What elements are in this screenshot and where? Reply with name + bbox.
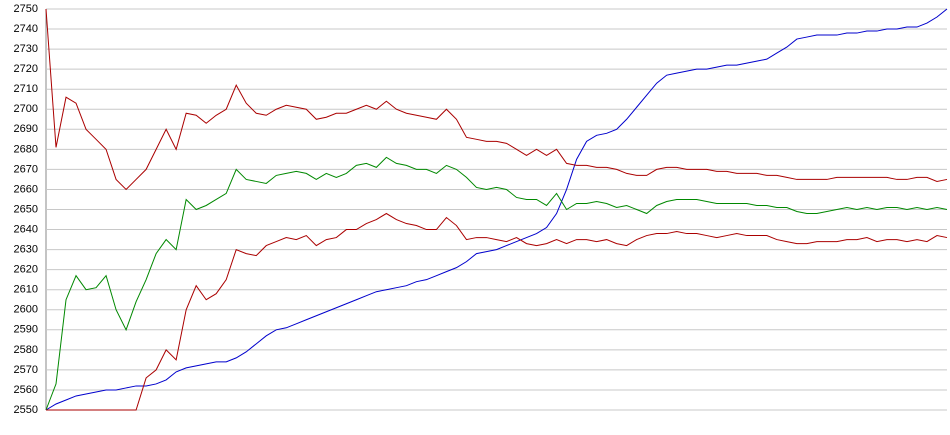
series-line: [46, 212, 948, 411]
y-tick-label: 2730: [14, 43, 38, 55]
y-tick-label: 2740: [14, 23, 38, 35]
y-tick-label: 2560: [14, 384, 38, 396]
y-tick-label: 2690: [14, 123, 38, 135]
series-line: [45, 8, 948, 411]
y-tick-label: 2660: [14, 183, 38, 195]
y-tick-label: 2580: [14, 344, 38, 356]
y-tick-label: 2680: [14, 143, 38, 155]
y-tick-label: 2550: [14, 404, 38, 416]
y-tick-label: 2720: [14, 63, 38, 75]
y-tick-label: 2610: [14, 284, 38, 296]
y-tick-label: 2640: [14, 223, 38, 235]
y-tick-label: 2600: [14, 304, 38, 316]
y-tick-label: 2620: [14, 264, 38, 276]
y-tick-label: 2670: [14, 163, 38, 175]
y-tick-label: 2710: [14, 83, 38, 95]
series-line: [45, 8, 948, 191]
y-tick-label: 2590: [14, 324, 38, 336]
y-tick-label: 2750: [14, 3, 38, 15]
series-line: [45, 156, 948, 411]
y-tick-label: 2630: [14, 244, 38, 256]
y-tick-label: 2570: [14, 364, 38, 376]
y-tick-label: 2700: [14, 103, 38, 115]
y-tick-label: 2650: [14, 203, 38, 215]
